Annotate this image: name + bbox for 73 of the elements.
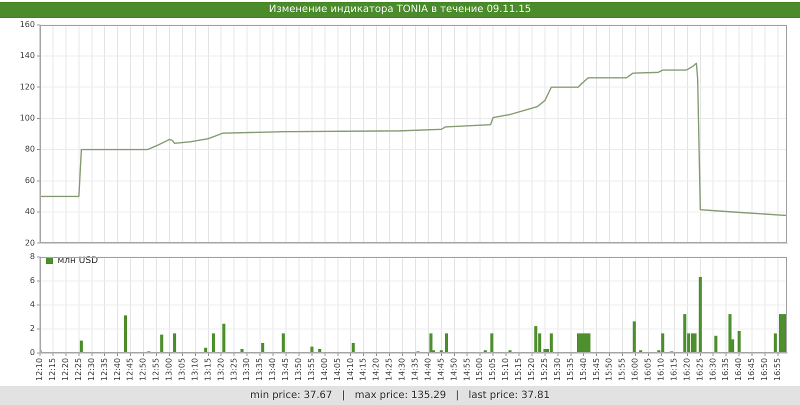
x-tick-label: 16:40: [734, 358, 744, 382]
y-tick-label: 60: [24, 176, 35, 185]
x-tick-label: 13:15: [203, 358, 212, 382]
x-tick-label: 14:45: [436, 358, 446, 382]
x-tick-label: 14:55: [462, 358, 472, 382]
x-tick-label: 16:55: [773, 358, 782, 382]
x-tick-label: 15:40: [578, 358, 588, 382]
x-tick-label: 16:35: [721, 358, 730, 382]
x-tick-label: 15:15: [514, 358, 524, 382]
y-tick-label: 0: [30, 348, 35, 358]
x-tick-label: 13:10: [190, 358, 200, 382]
x-tick-label: 13:30: [242, 358, 252, 382]
x-tick-label: 12:45: [126, 358, 135, 382]
x-tick-label: 15:05: [488, 358, 498, 382]
x-tick-label: 15:45: [592, 358, 601, 382]
x-tick-label: 14:20: [372, 358, 381, 382]
x-tick-label: 13:00: [164, 358, 174, 382]
y-tick-label: 6: [30, 276, 35, 285]
x-tick-label: 16:50: [760, 358, 770, 382]
x-tick-label: 14:30: [398, 358, 407, 382]
chart-title: Изменение индикатора TONIA в течение 09.11.15: [0, 2, 800, 18]
x-tick-label: 16:10: [656, 358, 666, 382]
x-tick-label: 14:15: [358, 358, 368, 382]
x-tick-label: 13:40: [268, 358, 278, 382]
text: min price: 37.67 | max price: 135.29 | last price: 37.81: [0, 386, 800, 405]
x-tick-label: 16:30: [708, 358, 718, 382]
x-tick-label: 16:20: [682, 358, 692, 382]
x-tick-label: 12:40: [112, 358, 122, 382]
x-tick-label: 12:50: [138, 358, 148, 382]
x-tick-label: 16:25: [695, 358, 704, 382]
x-tick-label: 13:25: [229, 358, 238, 382]
x-tick-label: 14:25: [384, 358, 394, 382]
x-tick-label: 15:25: [540, 358, 549, 382]
x-tick-label: 12:55: [152, 358, 161, 382]
x-tick-label: 15:35: [566, 358, 575, 382]
x-tick-label: 13:20: [216, 358, 226, 382]
x-tick-label: 14:00: [320, 358, 329, 382]
x-tick-label: 13:05: [177, 358, 186, 382]
x-tick-label: 12:10: [35, 358, 44, 382]
x-tick-label: 13:55: [306, 358, 316, 382]
y-tick-label: 80: [24, 144, 35, 154]
x-tick-label: 12:25: [74, 358, 83, 382]
x-tick-label: 15:00: [475, 358, 484, 382]
x-tick-label: 15:30: [552, 358, 562, 382]
x-tick-label: 14:35: [410, 358, 420, 382]
x-tick-label: 12:35: [100, 358, 109, 382]
x-tick-label: 12:30: [86, 358, 96, 382]
x-tick-label: 15:50: [604, 358, 614, 382]
y-tick-label: 160: [20, 20, 35, 29]
x-tick-label: 14:40: [423, 358, 432, 382]
x-tick-label: 15:55: [618, 358, 627, 382]
y-tick-label: 8: [30, 252, 35, 261]
x-tick-label: 16:15: [669, 358, 678, 382]
y-tick-label: 140: [20, 51, 35, 60]
x-tick-label: 13:35: [255, 358, 264, 382]
y-tick-label: 4: [30, 300, 35, 309]
x-tick-label: 15:20: [527, 358, 536, 382]
y-tick-label: 2: [30, 324, 35, 333]
x-tick-label: 12:20: [60, 358, 70, 382]
y-tick-label: 120: [20, 82, 35, 92]
x-tick-label: 13:50: [294, 358, 303, 382]
x-tick-label: 13:45: [281, 358, 290, 382]
y-tick-label: 40: [24, 207, 35, 216]
x-tick-label: 14:50: [449, 358, 458, 382]
x-tick-label: 16:45: [747, 358, 756, 382]
y-tick-label: 20: [24, 238, 35, 248]
x-tick-label: 15:10: [501, 358, 510, 382]
x-tick-label: 12:15: [48, 358, 58, 382]
x-tick-label: 14:05: [332, 358, 342, 382]
x-tick-label: 16:00: [630, 358, 640, 382]
x-tick-label: 14:10: [346, 358, 355, 382]
y-tick-label: 100: [20, 113, 35, 122]
x-tick-label: 16:05: [644, 358, 653, 382]
